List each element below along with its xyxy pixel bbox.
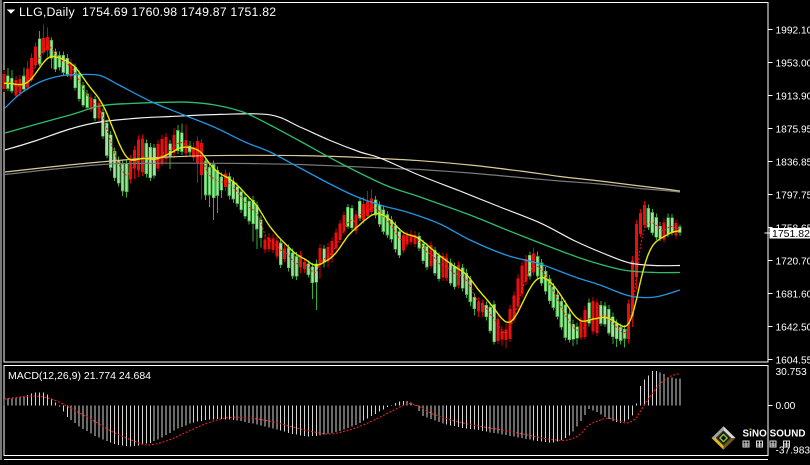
svg-text:1720.70: 1720.70 <box>776 256 810 267</box>
svg-text:1953.00: 1953.00 <box>776 58 810 69</box>
svg-text:1992.10: 1992.10 <box>776 25 810 36</box>
svg-text:1642.50: 1642.50 <box>776 322 810 333</box>
svg-text:1681.60: 1681.60 <box>776 289 810 300</box>
svg-text:SiNO SOUND: SiNO SOUND <box>743 428 806 439</box>
svg-text:1604.55: 1604.55 <box>776 355 810 366</box>
svg-text:MACD(12,26,9) 21.774 24.684: MACD(12,26,9) 21.774 24.684 <box>8 370 151 382</box>
svg-text:1797.75: 1797.75 <box>776 190 810 201</box>
svg-text:30.753: 30.753 <box>776 367 807 378</box>
svg-text:1875.95: 1875.95 <box>776 124 810 135</box>
svg-text:-37.983: -37.983 <box>776 446 810 457</box>
svg-text:1913.90: 1913.90 <box>776 91 810 102</box>
svg-text:LLG,Daily 1754.69 1760.98 174: LLG,Daily 1754.69 1760.98 1749.87 1751.8… <box>19 5 276 19</box>
svg-text:1751.82: 1751.82 <box>772 228 810 240</box>
svg-text:0.00: 0.00 <box>776 401 796 412</box>
svg-text:1836.85: 1836.85 <box>776 157 810 168</box>
